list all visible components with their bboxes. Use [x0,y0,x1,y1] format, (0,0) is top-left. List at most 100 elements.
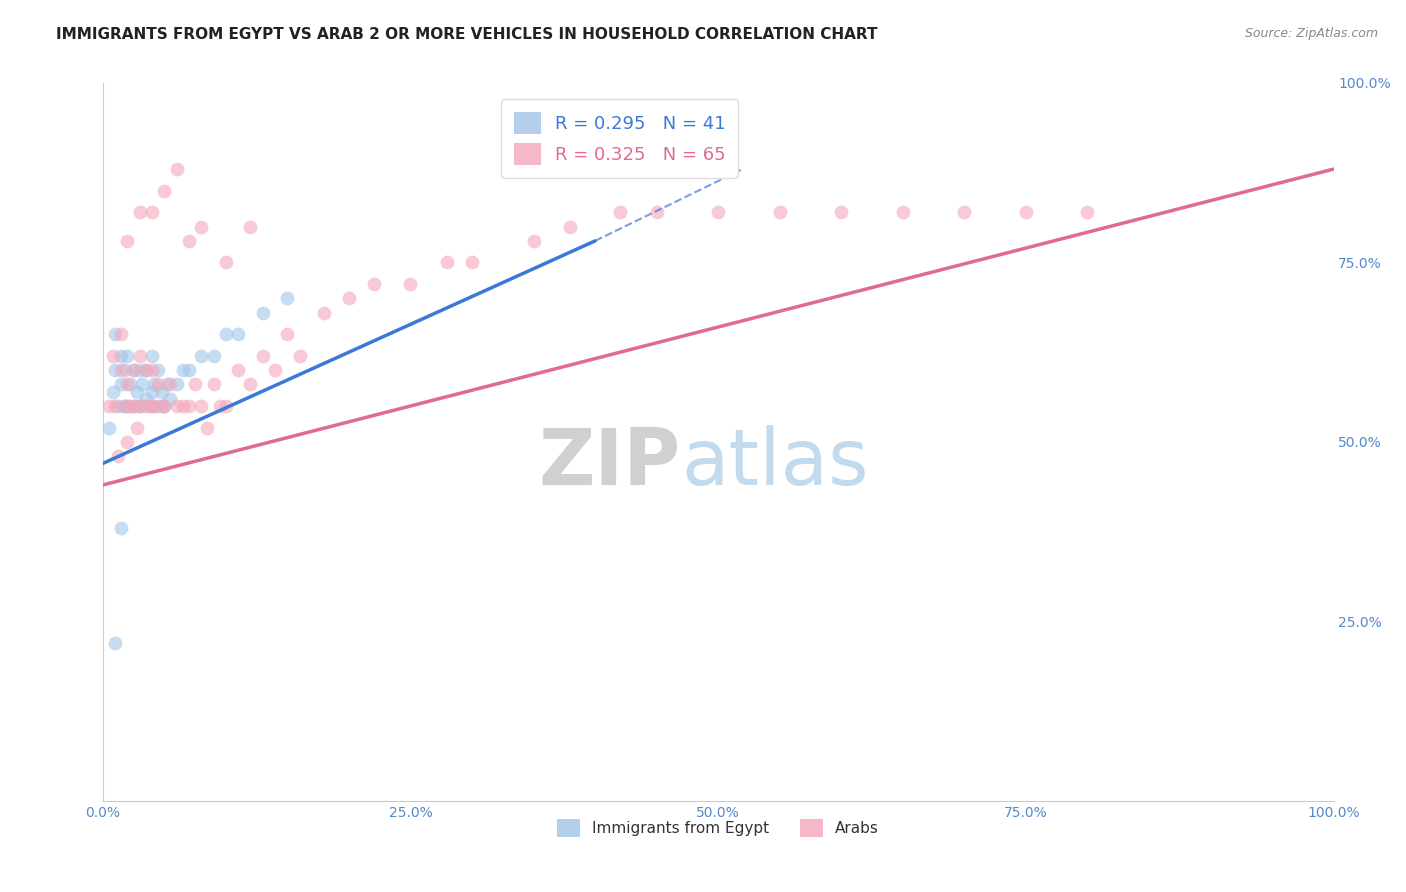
Text: IMMIGRANTS FROM EGYPT VS ARAB 2 OR MORE VEHICLES IN HOUSEHOLD CORRELATION CHART: IMMIGRANTS FROM EGYPT VS ARAB 2 OR MORE … [56,27,877,42]
Point [153,184,176,198]
Point [172,399,194,413]
Point [609,205,631,219]
Point [276,327,298,342]
Point [707,205,730,219]
Point [560,219,582,234]
Point [153,399,176,413]
Point [128,399,150,413]
Point [117,349,139,363]
Point [107,450,129,464]
Point [107,399,129,413]
Point [143,399,166,413]
Point [190,399,212,413]
Point [363,277,385,291]
Point [141,363,163,377]
Point [128,205,150,219]
Point [141,384,163,399]
Text: atlas: atlas [682,425,869,501]
Point [143,377,166,392]
Point [645,205,668,219]
Point [159,377,181,392]
Point [104,399,127,413]
Point [314,306,336,320]
Point [135,399,157,413]
Point [138,399,160,413]
Text: ZIP: ZIP [538,425,682,501]
Point [128,399,150,413]
Point [1076,205,1098,219]
Legend: Immigrants from Egypt, Arabs: Immigrants from Egypt, Arabs [551,813,886,844]
Point [830,205,852,219]
Point [522,234,544,248]
Point [117,234,139,248]
Point [110,521,132,535]
Point [148,363,170,377]
Point [117,377,139,392]
Point [104,327,127,342]
Point [141,349,163,363]
Point [252,349,274,363]
Point [264,363,287,377]
Point [215,399,238,413]
Point [117,434,139,449]
Point [110,363,132,377]
Point [190,219,212,234]
Point [184,377,207,392]
Point [150,399,173,413]
Point [118,377,141,392]
Point [101,349,124,363]
Point [461,255,484,269]
Point [769,205,792,219]
Text: Source: ZipAtlas.com: Source: ZipAtlas.com [1244,27,1378,40]
Point [114,363,136,377]
Point [104,363,127,377]
Point [226,327,249,342]
Point [891,205,914,219]
Point [122,399,145,413]
Point [190,349,212,363]
Point [156,377,179,392]
Point [166,377,188,392]
Point [148,399,170,413]
Point [337,291,360,305]
Point [399,277,422,291]
Point [110,349,132,363]
Point [1015,205,1038,219]
Point [252,306,274,320]
Point [135,363,157,377]
Point [150,384,173,399]
Point [122,399,145,413]
Point [148,377,170,392]
Point [135,363,157,377]
Point [128,349,150,363]
Point [141,399,163,413]
Point [117,399,139,413]
Point [128,363,150,377]
Point [177,363,200,377]
Point [159,392,181,406]
Point [177,399,200,413]
Point [208,399,231,413]
Point [288,349,311,363]
Point [436,255,458,269]
Point [202,377,225,392]
Point [177,234,200,248]
Point [202,349,225,363]
Point [226,363,249,377]
Point [276,291,298,305]
Point [114,399,136,413]
Point [97,399,120,413]
Point [131,377,153,392]
Point [135,392,157,406]
Point [166,162,188,177]
Point [101,384,124,399]
Point [104,636,127,650]
Point [127,384,149,399]
Point [215,255,238,269]
Point [172,363,194,377]
Point [215,327,238,342]
Point [110,377,132,392]
Point [112,399,135,413]
Point [127,420,149,434]
Point [239,377,262,392]
